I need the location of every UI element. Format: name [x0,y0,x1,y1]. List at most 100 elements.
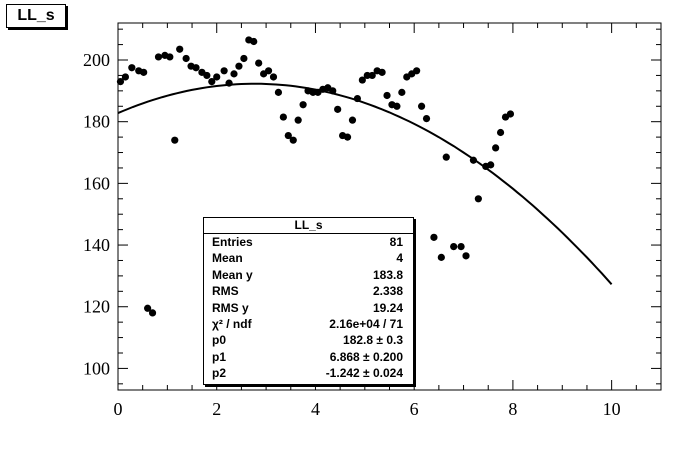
stats-label: RMS y [212,300,249,315]
data-point [462,252,470,260]
y-tick-label: 140 [83,235,110,255]
data-point [289,136,297,144]
stats-label: χ² / ndf [212,316,252,331]
data-point [442,153,450,161]
data-point [182,54,190,63]
fit-curve-layer [117,82,613,285]
stats-title: LL_s [204,218,413,234]
stats-value: -1.242 ± 0.024 [325,366,403,381]
data-point [363,71,371,80]
data-point [457,242,465,251]
data-point [240,54,248,63]
stats-value: 19.24 [372,300,403,315]
y-tick-label: 180 [83,112,110,132]
stats-value: 81 [389,235,403,249]
x-tick-label: 8 [508,399,517,419]
data-point [353,94,362,103]
stats-box: LL_s Entries 81 Mean 4 Mean y 183.8 RMS 2.338 RM… [203,217,414,385]
data-point [148,309,157,317]
data-point [225,79,233,87]
data-point [506,110,515,118]
stats-row: RMS y 19.24 [204,300,413,316]
data-point [264,67,273,75]
data-point [230,70,238,78]
stats-label: p2 [212,366,227,381]
data-point [279,113,287,121]
data-point [492,144,500,152]
y-tick-label: 200 [83,50,110,70]
data-point [496,128,505,137]
x-tick-label: 10 [603,399,621,419]
data-point [413,67,421,75]
data-point [171,136,179,144]
stats-label: p1 [212,349,227,364]
data-point [469,156,478,164]
data-point [128,64,136,72]
stats-row: p1 6.868 ± 0.200 [204,349,413,365]
y-tick-label: 160 [83,173,110,193]
histogram-title: LL_s [6,4,66,28]
data-point [450,242,458,251]
stats-label: RMS [212,284,239,299]
data-point [393,102,401,110]
data-point [284,131,292,140]
stats-row: χ² / ndf 2.16e+04 / 71 [204,316,413,332]
axis-ticks: 0 2 4 6 8 10 100 120 140 160 180 200 [83,23,662,419]
data-point [437,253,445,261]
y-tick-label: 120 [83,297,110,317]
data-point [176,45,184,53]
data-point [220,67,228,75]
stats-label: Mean y [212,267,253,282]
stats-value: 183.8 [372,267,403,282]
stats-label: Mean [212,251,243,266]
data-point [274,88,283,96]
data-point [294,116,302,124]
data-point [422,115,431,123]
stats-row: Mean y 183.8 [204,267,413,283]
data-point [116,77,125,86]
stats-row: Entries 81 [204,234,413,250]
data-points-layer [116,36,515,317]
stats-value: 2.338 [372,284,403,299]
stats-row: Mean 4 [204,250,413,266]
x-tick-label: 2 [212,399,221,419]
x-tick-label: 4 [311,399,320,419]
stats-row: RMS 2.338 [204,283,413,299]
stats-value: 2.16e+04 / 71 [329,316,403,331]
fit-curve [117,82,613,285]
data-point [208,77,216,86]
stats-value: 6.868 ± 0.200 [329,349,403,364]
stats-rows: Entries 81 Mean 4 Mean y 183.8 RMS 2.338 RMS y 19… [204,234,413,382]
data-point [329,87,337,95]
data-point [269,73,278,81]
data-point [213,73,221,81]
data-point [235,62,243,70]
data-point [398,88,406,96]
data-point [358,76,366,84]
data-point [378,68,386,76]
data-point [487,161,495,169]
data-point [343,133,352,141]
stats-label: p0 [212,333,227,348]
stats-label: Entries [212,235,253,249]
data-point [417,102,426,110]
y-tick-label: 100 [83,358,110,378]
data-point [430,233,438,241]
data-point [154,53,163,61]
x-tick-label: 0 [114,399,123,419]
stats-row: p0 182.8 ± 0.3 [204,332,413,348]
data-point [255,59,263,67]
data-point [348,116,357,124]
data-point [334,105,342,113]
data-point [309,88,317,96]
data-point [144,304,152,312]
data-point [121,73,130,81]
data-point [250,37,258,46]
data-point [368,71,376,80]
data-point [140,68,148,76]
data-point [166,53,174,61]
data-point [474,195,482,203]
data-point [192,64,200,72]
stats-value: 182.8 ± 0.3 [343,333,403,348]
